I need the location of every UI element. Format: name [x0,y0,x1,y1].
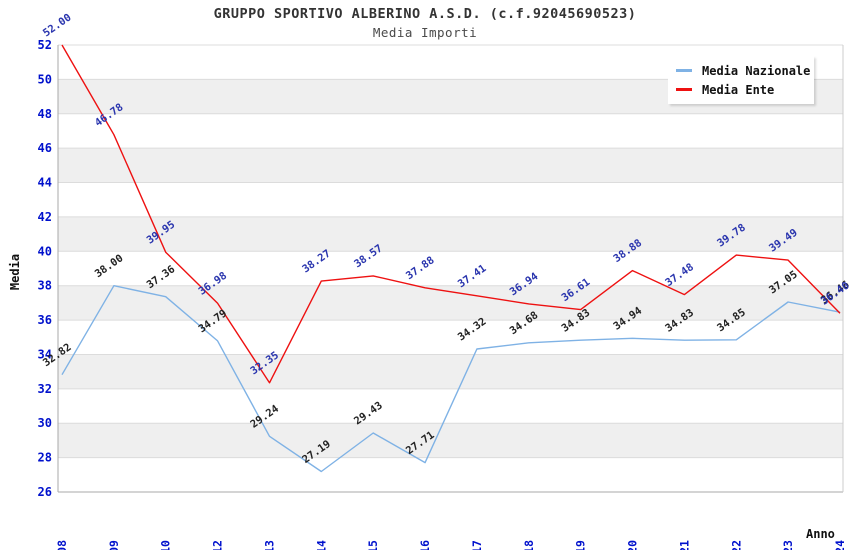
point-label-media-ente: 37.88 [404,254,437,282]
x-tick-label: 2015 [366,540,380,550]
y-tick-label: 42 [38,210,52,224]
point-label-media-ente: 37.48 [663,261,696,289]
y-tick-label: 26 [38,485,52,499]
legend-swatch-icon [676,69,692,72]
y-tick-label: 44 [38,176,52,190]
chart-subtitle: Media Importi [372,25,478,40]
legend-item-media-nazionale: Media Nazionale [676,61,814,80]
y-axis-title: Media [8,253,22,291]
x-tick-label: 2009 [107,540,121,550]
legend-label: Media Nazionale [702,63,811,78]
point-label-media-nazionale: 38.00 [93,252,126,280]
plot-band [58,148,843,183]
y-tick-label: 34 [38,347,52,361]
series-line-media-nazionale [61,285,841,473]
x-tick-label: 2017 [470,540,484,550]
x-tick-label: 2016 [418,540,432,550]
x-tick-label: 2022 [729,540,743,550]
x-tick-label: 2019 [574,540,588,550]
legend: Media Nazionale Media Ente [668,56,814,104]
y-tick-label: 52 [38,38,52,52]
y-tick-label: 50 [38,72,52,86]
y-tick-label: 36 [38,313,52,327]
x-tick-label: 2010 [159,540,173,550]
y-tick-label: 30 [38,416,52,430]
legend-swatch-icon [676,88,692,91]
y-tick-label: 46 [38,141,52,155]
x-axis-title: Anno [806,527,835,541]
x-tick-label: 2008 [55,540,69,550]
x-tick-label: 2021 [677,540,691,550]
x-tick-label: 2024 [833,540,847,550]
plot-band [58,216,843,252]
legend-label: Media Ente [702,82,775,97]
chart-title: GRUPPO SPORTIVO ALBERINO A.S.D. (c.f.920… [213,6,637,22]
plot-band [58,423,843,458]
y-tick-label: 48 [38,107,52,121]
y-tick-label: 38 [38,279,52,293]
y-tick-label: 32 [38,382,52,396]
series-line-media-ente [61,44,841,384]
x-tick-label: 2013 [262,540,276,550]
y-tick-label: 28 [38,451,52,465]
x-tick-label: 2020 [626,540,640,550]
x-tick-label: 2023 [781,540,795,550]
x-tick-label: 2018 [522,540,536,550]
x-tick-label: 2014 [314,540,328,550]
plot-band [58,354,843,389]
x-tick-label: 2012 [211,540,225,550]
legend-item-media-ente: Media Ente [676,80,814,99]
plot-band [58,285,843,321]
y-tick-label: 40 [38,244,52,258]
